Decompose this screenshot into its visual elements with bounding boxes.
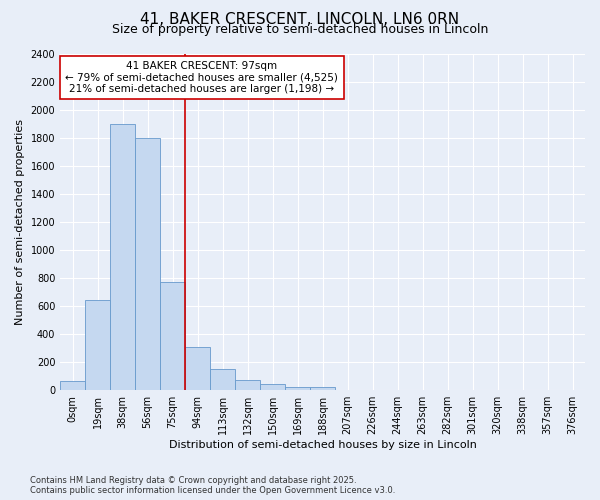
Bar <box>310 388 335 390</box>
Text: 41, BAKER CRESCENT, LINCOLN, LN6 0RN: 41, BAKER CRESCENT, LINCOLN, LN6 0RN <box>140 12 460 28</box>
Bar <box>210 369 235 390</box>
Text: 41 BAKER CRESCENT: 97sqm
← 79% of semi-detached houses are smaller (4,525)
21% o: 41 BAKER CRESCENT: 97sqm ← 79% of semi-d… <box>65 60 338 94</box>
Bar <box>260 384 285 390</box>
Bar <box>85 300 110 390</box>
Text: Size of property relative to semi-detached houses in Lincoln: Size of property relative to semi-detach… <box>112 22 488 36</box>
Bar <box>185 347 210 390</box>
Bar <box>110 124 135 390</box>
Bar <box>160 282 185 390</box>
Bar <box>135 138 160 390</box>
Text: Contains HM Land Registry data © Crown copyright and database right 2025.
Contai: Contains HM Land Registry data © Crown c… <box>30 476 395 495</box>
Bar <box>235 380 260 390</box>
Y-axis label: Number of semi-detached properties: Number of semi-detached properties <box>15 119 25 325</box>
Bar <box>60 381 85 390</box>
X-axis label: Distribution of semi-detached houses by size in Lincoln: Distribution of semi-detached houses by … <box>169 440 476 450</box>
Bar <box>285 386 310 390</box>
